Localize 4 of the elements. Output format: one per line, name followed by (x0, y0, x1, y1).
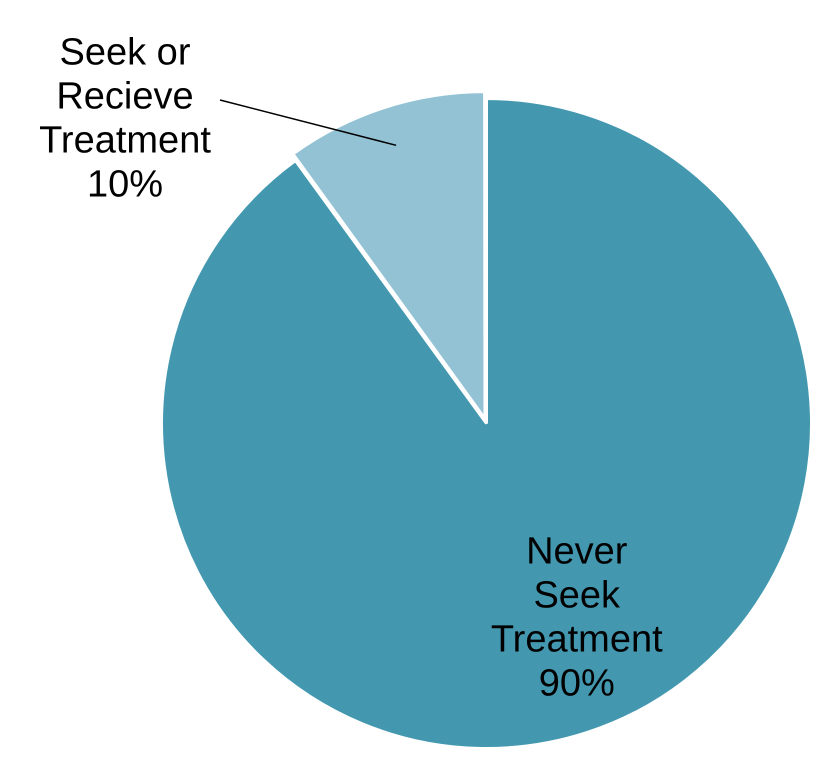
data-label: 10% (86, 163, 164, 206)
slice-label: Seek or Recieve Treatment (39, 31, 212, 162)
slice-label: Never Seek Treatment (490, 530, 664, 660)
data-label: 90% (538, 662, 615, 704)
